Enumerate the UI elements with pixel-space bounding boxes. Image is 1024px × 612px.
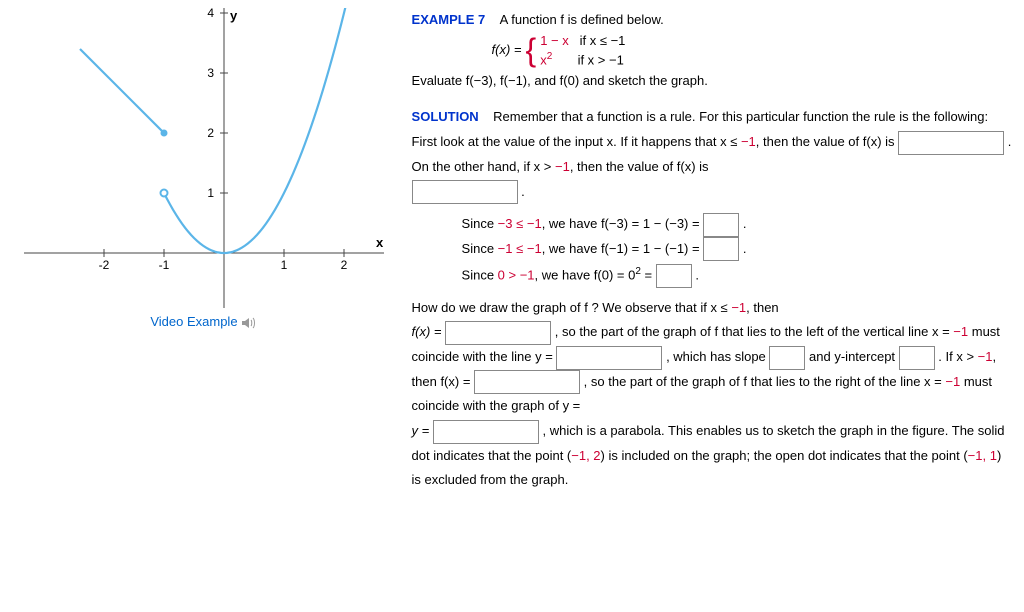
video-example-link[interactable]: Video Example [0, 314, 408, 329]
since-row-1: Since −3 ≤ −1, we have f(−3) = 1 − (−3) … [462, 212, 1012, 237]
brace-icon: { [526, 38, 537, 64]
blank-fx-left[interactable] [445, 321, 551, 345]
since-row-2: Since −1 ≤ −1, we have f(−1) = 1 − (−1) … [462, 237, 1012, 262]
blank-fx-case2[interactable] [412, 180, 518, 204]
blank-line-y[interactable] [556, 346, 662, 370]
blank-f-neg3[interactable] [703, 213, 739, 237]
graph-panel: -2 -1 1 2 -1 1 2 3 4 x y Video Example [0, 0, 408, 501]
svg-text:x: x [376, 235, 384, 250]
blank-fx-case1[interactable] [898, 131, 1004, 155]
example-intro: A function f is defined below. [500, 12, 664, 27]
svg-text:-1: -1 [158, 258, 169, 272]
evaluate-instruction: Evaluate f(−3), f(−1), and f(0) and sket… [412, 69, 1012, 94]
piecewise-definition: f(x) = { 1 − x if x ≤ −1 x2 if x > −1 [492, 33, 1012, 69]
svg-text:1: 1 [280, 258, 287, 272]
svg-text:-1: -1 [203, 306, 214, 308]
solution-block: SOLUTION Remember that a function is a r… [412, 105, 1012, 204]
fx-lhs: f(x) = [492, 38, 522, 63]
blank-parabola-y[interactable] [433, 420, 539, 444]
svg-text:1: 1 [207, 186, 214, 200]
svg-text:2: 2 [207, 126, 214, 140]
content-panel: EXAMPLE 7 A function f is defined below.… [408, 0, 1024, 501]
since-block: Since −3 ≤ −1, we have f(−3) = 1 − (−3) … [462, 212, 1012, 287]
function-graph: -2 -1 1 2 -1 1 2 3 4 x y [24, 8, 384, 308]
since-row-3: Since 0 > −1, we have f(0) = 02 = . [462, 262, 1012, 288]
svg-text:2: 2 [340, 258, 347, 272]
svg-text:4: 4 [207, 8, 214, 20]
video-example-label: Video Example [150, 314, 237, 329]
svg-text:y: y [230, 8, 238, 23]
blank-fx-right[interactable] [474, 370, 580, 394]
svg-text:-2: -2 [98, 258, 109, 272]
graph-explanation: How do we draw the graph of f ? We obser… [412, 296, 1012, 494]
solution-label: SOLUTION [412, 109, 479, 124]
blank-f-0[interactable] [656, 264, 692, 288]
speaker-icon [241, 317, 257, 329]
example-heading: EXAMPLE 7 A function f is defined below. [412, 8, 1012, 33]
piece-1: 1 − x if x ≤ −1 [540, 33, 625, 50]
svg-text:3: 3 [207, 66, 214, 80]
example-number: EXAMPLE 7 [412, 12, 486, 27]
blank-f-neg1[interactable] [703, 237, 739, 261]
blank-slope[interactable] [769, 346, 805, 370]
piece-2: x2 if x > −1 [540, 50, 625, 69]
blank-yint[interactable] [899, 346, 935, 370]
